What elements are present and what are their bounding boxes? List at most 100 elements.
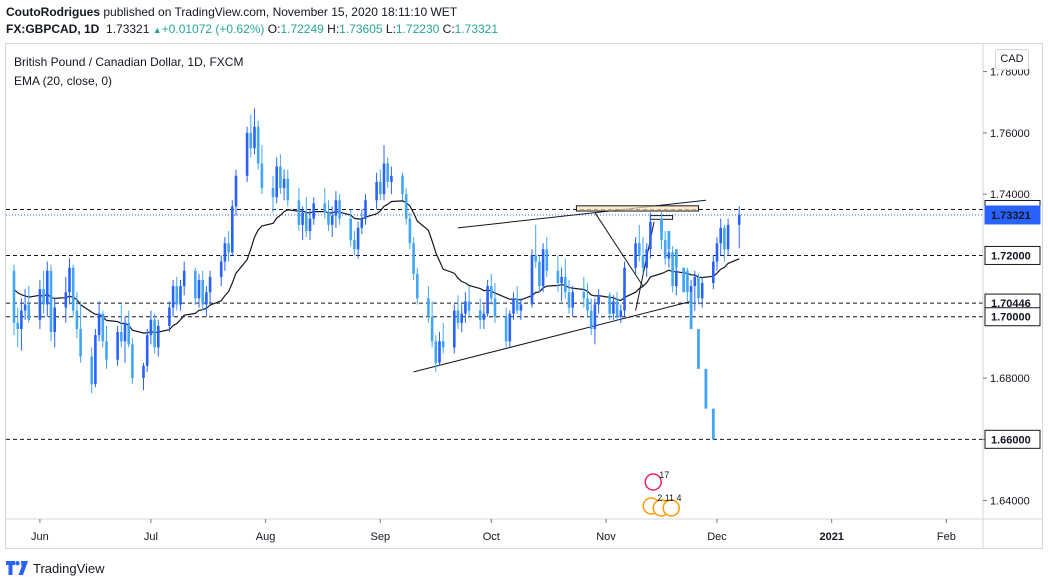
candle-body (460, 313, 463, 323)
candle-body (634, 243, 637, 268)
last-price: 1.73321 (106, 22, 150, 36)
candle-body (719, 227, 722, 244)
candle-body (249, 132, 253, 149)
author-name[interactable]: CoutoRodrigues (6, 5, 100, 19)
candle-body (20, 310, 23, 329)
projection-bar (711, 408, 715, 440)
candle-body (301, 212, 304, 225)
close-value: 1.73321 (454, 22, 499, 36)
price-level-label-bg (984, 429, 1041, 449)
candle-body (271, 188, 275, 198)
candle-body (327, 212, 330, 225)
candle-body (275, 166, 278, 198)
candle-body (142, 365, 145, 379)
projection-bar (682, 267, 686, 293)
projection-bar (667, 230, 671, 250)
candle-body (427, 298, 430, 317)
x-tick-label: Dec (707, 531, 727, 543)
candle-body (201, 279, 204, 305)
currency-badge[interactable]: CAD (995, 49, 1029, 70)
candle-body (105, 341, 108, 360)
candle-body (253, 126, 256, 149)
candle-body (482, 313, 486, 320)
resistance-zone-box (575, 205, 700, 212)
low-value: 1.72230 (395, 22, 440, 36)
candle-body (686, 270, 689, 293)
candle-body (667, 252, 671, 259)
candle-body (38, 289, 42, 320)
candle-body (467, 301, 471, 311)
price-level-label: 1.70000 (991, 312, 1031, 324)
candle-body (737, 215, 741, 225)
projection-bar (704, 368, 708, 409)
candle-body (219, 261, 223, 277)
x-tick-label: 2021 (819, 531, 843, 543)
chart-pane[interactable] (5, 43, 1043, 549)
candle-body (490, 286, 493, 299)
event-count-top: 17 (659, 470, 669, 480)
candle-body (227, 243, 230, 253)
candle-body (97, 313, 101, 336)
candle-body (360, 218, 364, 228)
candle-body (120, 332, 123, 342)
x-tick-label: Oct (483, 531, 500, 543)
candle-body (308, 218, 312, 231)
x-tick-label: Nov (596, 531, 616, 543)
candle-body (68, 267, 71, 293)
candle-body (297, 200, 301, 225)
projection-bar (660, 218, 663, 231)
candle-body (715, 243, 719, 262)
candle-body (231, 206, 234, 253)
ca-event-icon-3 (662, 499, 680, 517)
candle-body (519, 304, 523, 311)
candle-body (16, 322, 19, 329)
candle-body (12, 270, 16, 323)
candle-body (349, 218, 352, 241)
x-tick-label: Sep (371, 531, 391, 543)
candle-body (493, 298, 497, 317)
current-price-label: 1.73321 (991, 210, 1031, 222)
price-level-label: 1.72000 (991, 250, 1031, 262)
candle-body (46, 270, 49, 305)
candle-body (453, 310, 456, 348)
candle-body (545, 249, 549, 271)
high-value: 1.73605 (339, 22, 383, 36)
chart-legend: British Pound / Canadian Dollar, 1D, FXC… (14, 53, 243, 91)
legend-ema[interactable]: EMA (20, close, 0) (14, 74, 113, 88)
candle-body (390, 175, 393, 182)
candle-body (430, 316, 434, 342)
candle-body (279, 166, 282, 189)
candle-body (478, 310, 482, 320)
candle-body (586, 298, 589, 311)
candle-body (456, 310, 460, 323)
current-price-label-bg (984, 205, 1041, 225)
candle-body (353, 240, 356, 250)
price-level-label: 1.70446 (991, 298, 1031, 310)
candle-body (612, 301, 615, 314)
candle-body (675, 270, 678, 287)
candle-body (530, 255, 534, 305)
candle-body (379, 181, 382, 195)
brand-name[interactable]: TradingView (33, 560, 105, 576)
candle-body (564, 276, 567, 293)
candle-body (116, 332, 119, 360)
candle-body (223, 243, 227, 262)
candle-body (205, 292, 208, 305)
candle-body (208, 276, 212, 293)
candle-body (53, 307, 56, 333)
candle-body (434, 341, 438, 363)
wedge-line-a (594, 212, 644, 287)
candle-body (42, 289, 45, 305)
candle-body (712, 261, 715, 284)
candle-body (723, 227, 726, 250)
candle-body (64, 292, 68, 308)
candle-body (27, 304, 31, 320)
candle-body (615, 301, 619, 317)
candle-body (90, 356, 93, 385)
candle-body (364, 200, 367, 219)
candle-body (597, 295, 600, 305)
candle-body (131, 344, 134, 379)
candle-body (338, 200, 341, 219)
candle-body (726, 224, 730, 250)
